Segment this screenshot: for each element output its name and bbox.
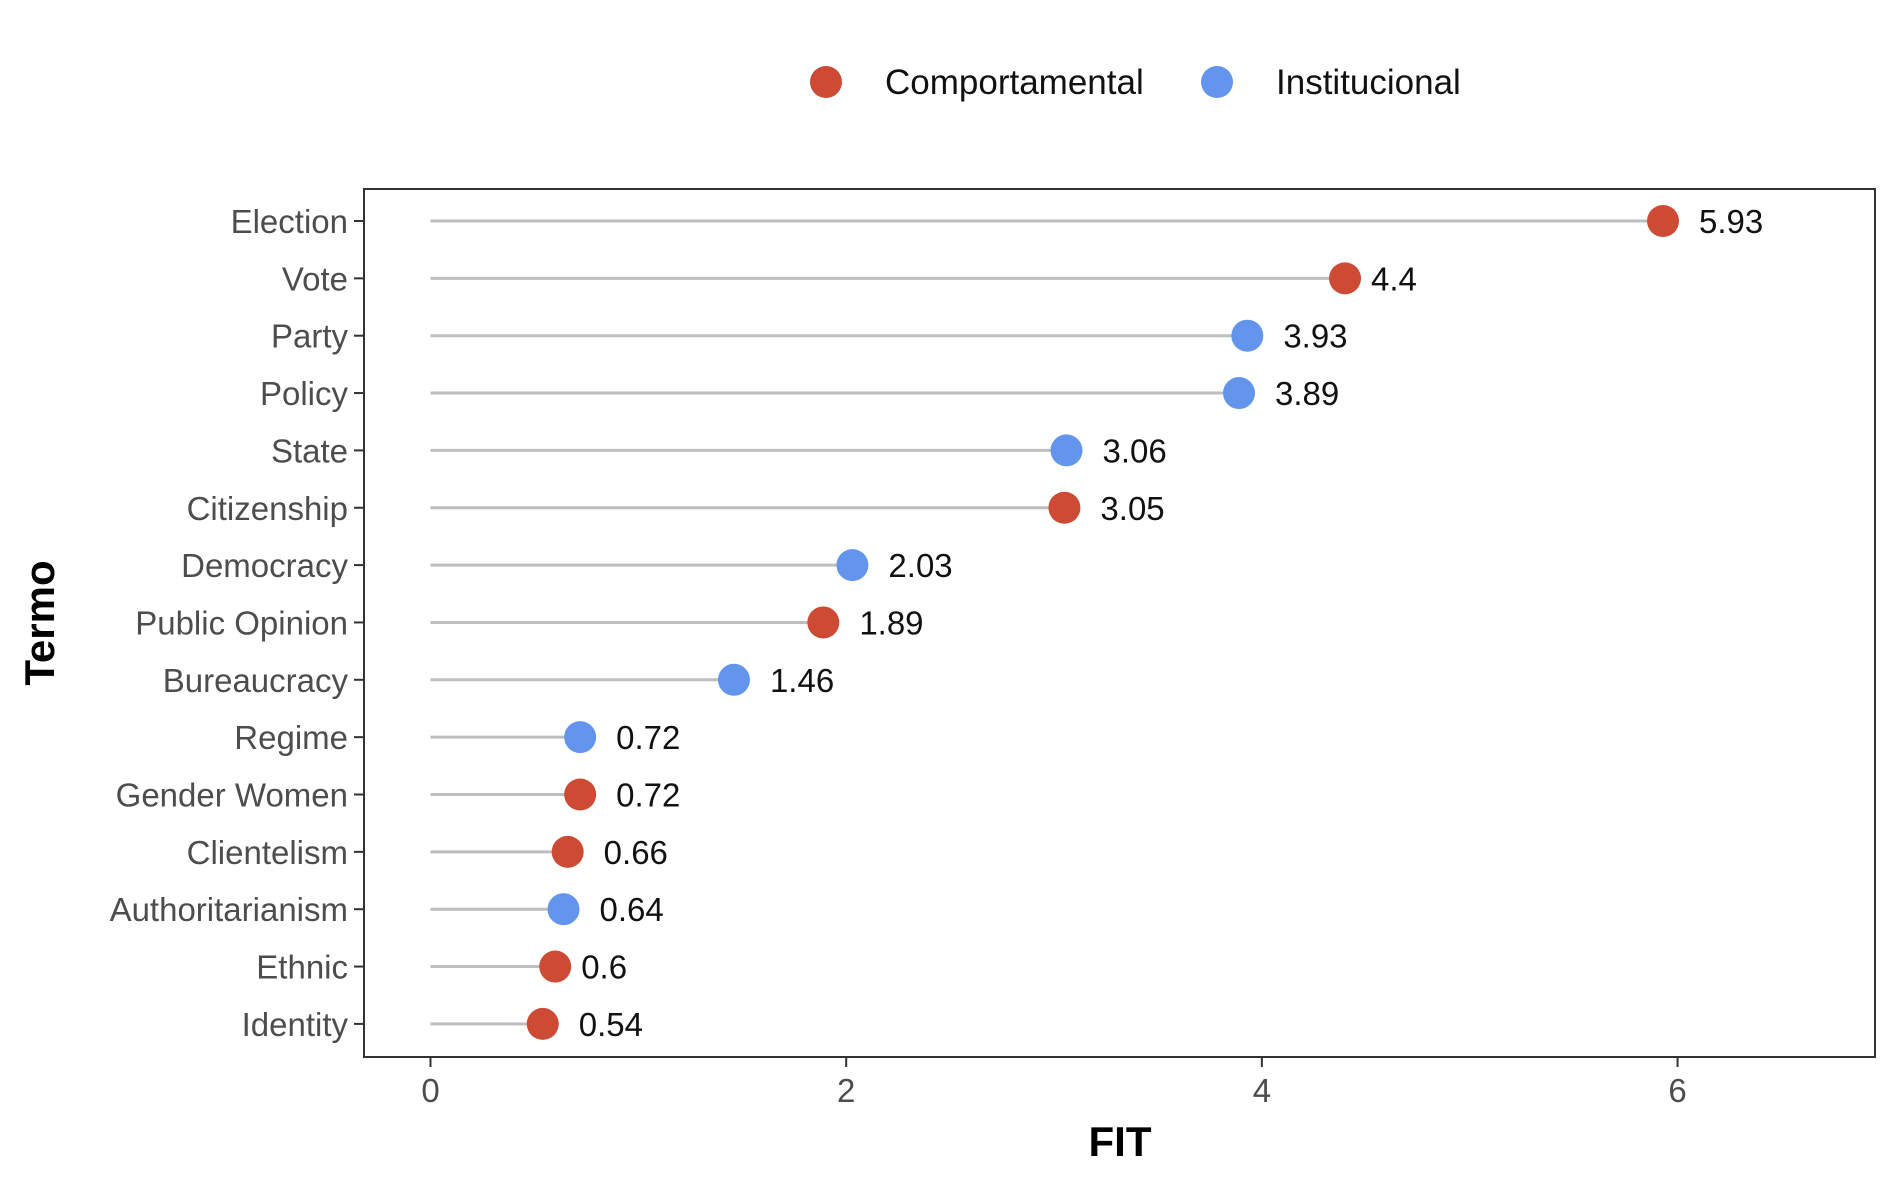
point-identity: [526, 1007, 559, 1040]
point-regime: [564, 721, 597, 754]
y-tick-label-policy: Policy: [260, 375, 349, 412]
point-state: [1050, 434, 1083, 467]
y-axis: Election Vote Party Policy State Citizenship D…: [110, 203, 364, 1043]
y-tick-label-ethnic: Ethnic: [256, 949, 348, 986]
stems: [430, 219, 1664, 1026]
x-tick-label-4: 4: [1253, 1072, 1271, 1109]
y-tick-label-regime: Regime: [234, 719, 348, 756]
y-tick-label-democracy: Democracy: [181, 547, 348, 584]
points: [526, 205, 1680, 1040]
point-policy: [1223, 377, 1256, 410]
value-label-ethnic: 0.6: [581, 949, 627, 986]
y-tick-label-party: Party: [271, 318, 349, 355]
y-tick-label-state: State: [271, 432, 348, 469]
value-label-party: 3.93: [1283, 318, 1347, 355]
x-tick-label-2: 2: [837, 1072, 855, 1109]
point-clientelism: [551, 835, 584, 868]
value-label-authoritarianism: 0.64: [600, 891, 664, 928]
point-party: [1231, 319, 1264, 352]
x-axis: 0 2 4 6: [421, 1057, 1687, 1109]
legend-marker-institucional: [1201, 66, 1233, 98]
point-authoritarianism: [547, 893, 580, 926]
legend: Comportamental Institucional: [810, 63, 1461, 102]
value-labels: 5.93 4.4 3.93 3.89 3.06 3.05 2.03 1.89 1.46 0.72 0…: [579, 203, 1763, 1043]
y-tick-label-clientelism: Clientelism: [187, 834, 348, 871]
legend-label-institucional: Institucional: [1276, 63, 1461, 102]
value-label-gender-women: 0.72: [616, 777, 680, 814]
y-tick-label-identity: Identity: [242, 1006, 349, 1043]
y-axis-title: Termo: [16, 560, 63, 685]
value-label-vote: 4.4: [1371, 260, 1417, 297]
x-tick-label-6: 6: [1668, 1072, 1686, 1109]
y-tick-label-citizenship: Citizenship: [187, 490, 348, 527]
y-tick-label-bureaucracy: Bureaucracy: [163, 662, 349, 699]
value-label-regime: 0.72: [616, 719, 680, 756]
value-label-public-opinion: 1.89: [859, 604, 923, 641]
y-tick-label-gender-women: Gender Women: [116, 777, 348, 814]
point-bureaucracy: [717, 663, 750, 696]
y-tick-label-public-opinion: Public Opinion: [135, 604, 348, 641]
value-label-clientelism: 0.66: [604, 834, 668, 871]
value-label-democracy: 2.03: [888, 547, 952, 584]
value-label-election: 5.93: [1699, 203, 1763, 240]
point-gender-women: [564, 778, 597, 811]
y-tick-label-authoritarianism: Authoritarianism: [110, 891, 348, 928]
point-democracy: [836, 549, 869, 582]
point-election: [1647, 205, 1680, 237]
point-public-opinion: [807, 606, 840, 639]
x-tick-label-0: 0: [421, 1072, 439, 1109]
value-label-citizenship: 3.05: [1100, 490, 1164, 527]
point-citizenship: [1048, 491, 1081, 524]
y-tick-label-election: Election: [231, 203, 348, 240]
value-label-state: 3.06: [1103, 432, 1167, 469]
legend-label-comportamental: Comportamental: [885, 63, 1144, 102]
point-vote: [1329, 262, 1362, 295]
y-tick-label-vote: Vote: [282, 260, 348, 297]
x-axis-title: FIT: [1089, 1118, 1152, 1165]
value-label-bureaucracy: 1.46: [770, 662, 834, 699]
value-label-identity: 0.54: [579, 1006, 643, 1043]
point-ethnic: [539, 950, 572, 983]
legend-marker-comportamental: [810, 66, 842, 98]
value-label-policy: 3.89: [1275, 375, 1339, 412]
